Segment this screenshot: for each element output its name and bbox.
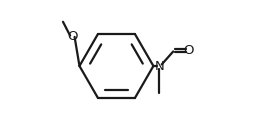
Text: N: N [154, 60, 164, 72]
Text: O: O [183, 44, 194, 57]
Text: O: O [67, 30, 77, 43]
